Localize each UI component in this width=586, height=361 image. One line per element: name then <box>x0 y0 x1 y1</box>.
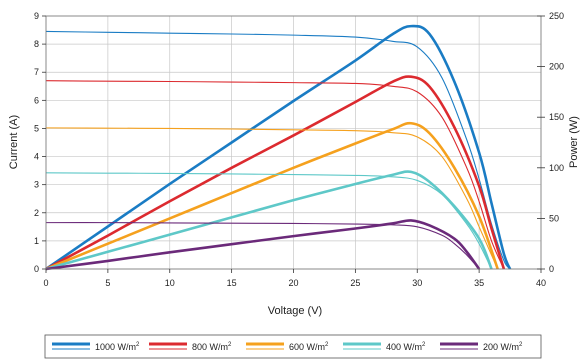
power-line-200-w-m <box>45 219 481 271</box>
y-tick-label: 3 <box>34 180 39 190</box>
x-tick-label: 10 <box>165 278 175 288</box>
power-line-600-w-m <box>45 121 499 271</box>
power-line-400-w-m <box>45 170 493 271</box>
x-tick-label: 25 <box>350 278 360 288</box>
power-line-800-w-m <box>45 75 506 271</box>
y2-tick-label: 150 <box>549 112 564 122</box>
y-tick-label: 8 <box>34 39 39 49</box>
current-line-800-w-m <box>45 80 505 270</box>
legend-label-800-w-m: 800 W/m2 <box>192 342 232 352</box>
y-tick-label: 2 <box>34 208 39 218</box>
current-line-200-w-m <box>45 222 480 270</box>
grid <box>45 15 542 270</box>
legend-label-600-w-m: 600 W/m2 <box>289 342 329 352</box>
y2-tick-label: 0 <box>549 264 554 274</box>
x-tick-label: 40 <box>536 278 546 288</box>
y-axis-ticks: 0 1 2 3 4 5 6 7 8 9 <box>34 11 46 274</box>
legend-label-200-w-m: 200 W/m2 <box>483 342 523 352</box>
y2-tick-label: 250 <box>549 11 564 21</box>
y-tick-label: 1 <box>34 236 39 246</box>
y-tick-label: 4 <box>34 152 39 162</box>
x-axis-title: Voltage (V) <box>268 305 322 317</box>
y-tick-label: 5 <box>34 123 39 133</box>
x-tick-label: 20 <box>288 278 298 288</box>
legend-label-1000-w-m: 1000 W/m2 <box>95 342 140 352</box>
x-axis-ticks: 0 5 10 15 20 25 30 35 40 <box>43 269 546 288</box>
y-axis-title: Current (A) <box>8 115 20 169</box>
y2-tick-label: 100 <box>549 163 564 173</box>
y-tick-label: 0 <box>34 264 39 274</box>
x-tick-label: 15 <box>227 278 237 288</box>
y-tick-label: 7 <box>34 67 39 77</box>
legend: 1000 W/m2 800 W/m2 600 W/m2 400 W/m2 200 W/m… <box>52 342 523 352</box>
y-tick-label: 6 <box>34 95 39 105</box>
x-tick-label: 0 <box>43 278 48 288</box>
x-tick-label: 30 <box>412 278 422 288</box>
y2-axis-ticks: 0 50 100 150 200 250 <box>537 11 564 274</box>
x-tick-label: 5 <box>105 278 110 288</box>
series-layer <box>45 24 512 271</box>
current-line-400-w-m <box>45 172 492 270</box>
y2-axis-title: Power (W) <box>568 116 580 168</box>
y2-tick-label: 50 <box>549 213 559 223</box>
y-tick-label: 9 <box>34 11 39 21</box>
current-line-600-w-m <box>45 127 499 270</box>
legend-box <box>44 334 542 359</box>
y2-tick-label: 200 <box>549 62 564 72</box>
current-line-1000-w-m <box>45 30 511 270</box>
x-tick-label: 35 <box>474 278 484 288</box>
power-line-1000-w-m <box>45 24 512 271</box>
legend-label-400-w-m: 400 W/m2 <box>386 342 426 352</box>
